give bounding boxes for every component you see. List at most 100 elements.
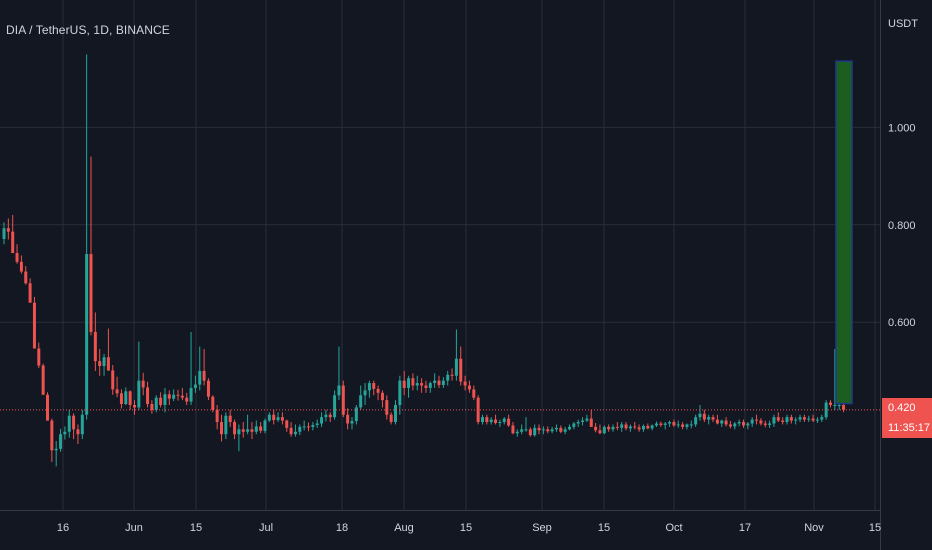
candle-body [450, 374, 454, 376]
candle-body [76, 429, 80, 435]
candle-body [824, 402, 828, 418]
candle-body [385, 400, 389, 415]
candle-body [563, 429, 567, 432]
candle-body [193, 384, 197, 388]
candle-body [502, 418, 506, 423]
candle-body [437, 380, 441, 386]
candle-body [789, 417, 793, 421]
y-tick-label: 0.600 [888, 317, 916, 329]
candle-body [141, 380, 145, 388]
overlay-layer [0, 60, 880, 411]
candle-body [15, 253, 19, 262]
x-tick-label: Jul [259, 522, 273, 534]
x-tick-label: Aug [394, 522, 414, 534]
candle-body [746, 423, 750, 426]
candle-body [428, 383, 432, 388]
candle-body [315, 423, 319, 425]
candle-body [106, 357, 110, 371]
candle-body [581, 420, 585, 423]
candle-body [776, 417, 780, 421]
candle-body [598, 430, 602, 434]
candle-body [298, 426, 302, 432]
candle-body [672, 422, 676, 426]
x-tick-label: 15 [460, 522, 472, 534]
candle-body [759, 420, 763, 424]
candle-body [154, 397, 158, 410]
candle-body [394, 404, 397, 423]
candle-body [54, 448, 58, 451]
candle-body [6, 228, 10, 232]
candle-body [737, 422, 741, 424]
y-tick-label: 1.000 [888, 122, 916, 134]
candle-body [485, 417, 489, 423]
candle-body [198, 370, 202, 385]
candle-body [481, 417, 484, 423]
candle-body [50, 420, 54, 451]
candle-body [380, 392, 384, 401]
candle-body [494, 419, 498, 424]
candle-body [755, 419, 759, 421]
candle-body [89, 254, 93, 332]
candle-body [537, 427, 541, 431]
candle-body [146, 387, 150, 405]
candle-body [659, 423, 663, 425]
currency-label: USDT [888, 18, 918, 30]
candle-body [559, 427, 563, 432]
candle-body [280, 417, 284, 421]
candle-body [515, 431, 519, 434]
candle-body [454, 358, 458, 376]
candle-body [781, 420, 785, 423]
candle-body [328, 414, 332, 418]
candle-countdown-badge: 11:35:17 [882, 417, 932, 438]
candle-body [389, 414, 393, 423]
candle-body [829, 402, 832, 405]
candle-body [224, 415, 228, 435]
candle-body [685, 424, 689, 427]
candle-body [11, 231, 15, 254]
candle-body [585, 418, 589, 421]
candle-body [150, 404, 154, 410]
candle-body [228, 415, 232, 423]
candle-body [441, 380, 445, 386]
candle-body [728, 424, 732, 427]
candle-body [681, 424, 685, 427]
candle-body [820, 417, 824, 420]
candle-body [2, 228, 6, 239]
candle-body [715, 419, 719, 424]
candle-body [267, 414, 271, 421]
candle-body [802, 417, 806, 420]
candle-body [98, 361, 102, 367]
candle-body [241, 429, 245, 432]
candle-body [24, 271, 28, 284]
candle-body [324, 414, 328, 418]
candle-body [398, 380, 402, 405]
candle-body [67, 415, 71, 432]
candle-body [350, 421, 354, 424]
candle-body [541, 429, 545, 431]
candle-body [554, 427, 558, 430]
candle-body [333, 395, 337, 418]
candle-body [276, 417, 280, 421]
candle-body [572, 423, 576, 427]
candle-body [250, 429, 254, 432]
candle-body [302, 426, 306, 428]
x-tick-label: 15 [190, 522, 202, 534]
candle-body [837, 404, 841, 406]
candle-body [119, 393, 123, 405]
candle-body [624, 424, 628, 429]
candle-body [220, 422, 223, 435]
symbol-title: DIA / TetherUS, 1D, BINANCE [6, 23, 170, 37]
candle-body [37, 348, 41, 366]
x-tick-label: Sep [532, 522, 552, 534]
candle-body [550, 429, 554, 432]
candle-body [359, 395, 363, 408]
candle-body [785, 417, 789, 423]
candle-body [311, 424, 315, 427]
candle-body [163, 394, 167, 405]
candle-body [115, 389, 119, 394]
candle-body [528, 429, 532, 436]
candle-body [59, 434, 63, 449]
